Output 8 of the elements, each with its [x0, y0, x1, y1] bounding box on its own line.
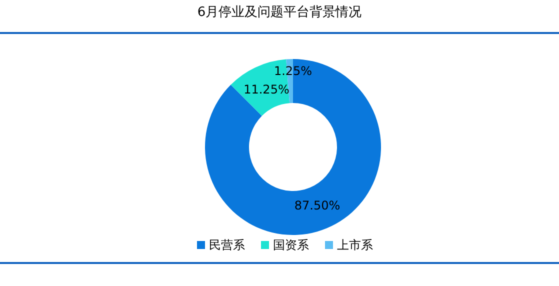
chart-title: 6月停业及问题平台背景情况: [197, 5, 362, 20]
donut-slice: [205, 59, 381, 235]
legend-label: 上市系: [337, 238, 373, 252]
data-label: 11.25%: [244, 82, 290, 97]
data-label: 87.50%: [294, 198, 340, 213]
legend-label: 国资系: [273, 238, 309, 252]
data-label: 1.25%: [274, 64, 312, 78]
legend-label: 民营系: [209, 238, 245, 252]
